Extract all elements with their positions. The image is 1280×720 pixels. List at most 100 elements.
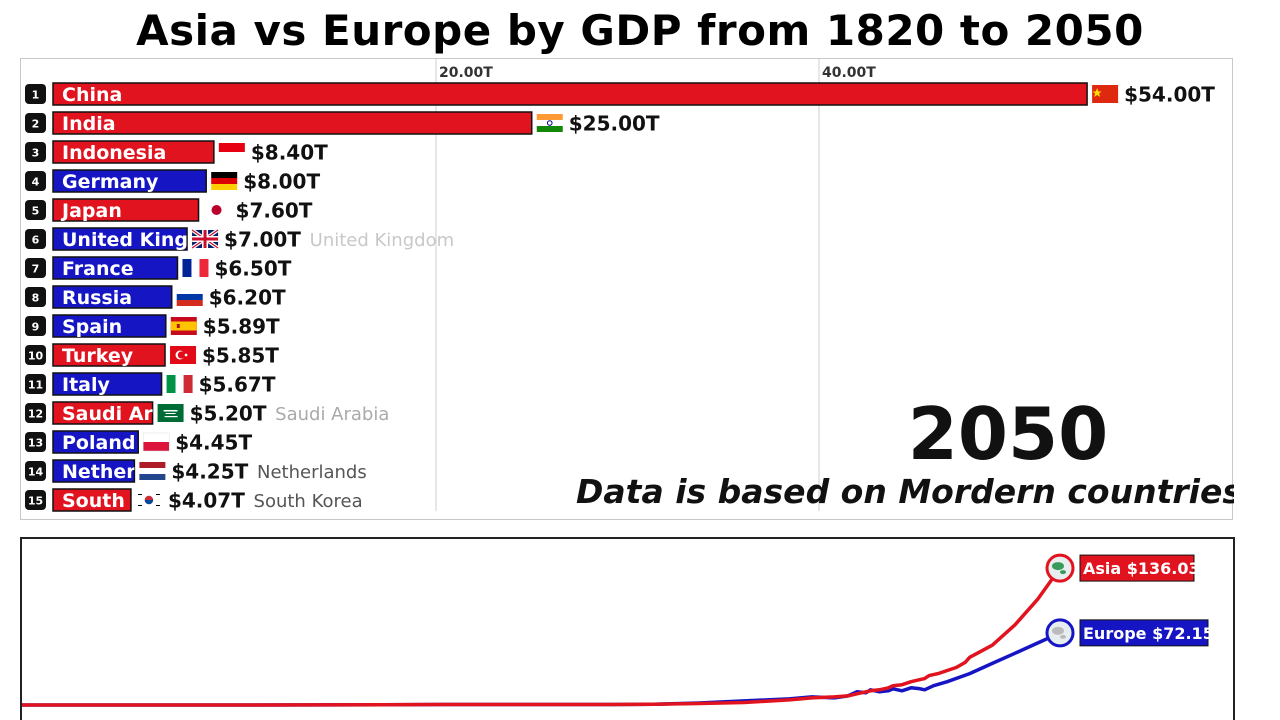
bar-row: 11 Italy $5.67T (25, 372, 276, 397)
bar-row: 14 Netherlands$4.25T Netherlands (25, 459, 367, 484)
value-label: $8.40T (251, 141, 328, 165)
value-label: $7.00T (224, 228, 301, 252)
rank-number: 2 (32, 118, 40, 131)
rank-badge (25, 316, 46, 336)
spain-flag (170, 317, 197, 335)
country-label: United Kingdom (62, 229, 234, 251)
country-label: Netherlands (62, 461, 193, 483)
country-label: South Korea (62, 490, 194, 512)
rank-number: 7 (32, 263, 40, 276)
country-label: Spain (62, 316, 122, 338)
rank-number: 9 (32, 321, 40, 334)
bar-italy (52, 372, 163, 396)
rank-number: 8 (32, 292, 40, 305)
bar-row: 12 Saudi Arabia$5.20T Saudi Arabia (25, 401, 389, 426)
bar-row: 9 Spain $5.89T (25, 314, 280, 339)
country-side-label: South Korea (254, 491, 363, 512)
gdp-line-chart: Asia $136.03T Europe $72.15T (22, 553, 1225, 707)
country-side-label: United Kingdom (310, 230, 454, 251)
line-asia (22, 567, 1062, 707)
rank-number: 10 (28, 350, 44, 363)
rank-badge (25, 142, 46, 162)
turkey-flag (170, 346, 197, 364)
country-label: Germany (62, 171, 159, 193)
bar-poland (52, 430, 139, 454)
value-label: $5.20T (190, 402, 267, 426)
rank-badge (25, 345, 46, 365)
rank-badge (25, 374, 46, 394)
value-label: $54.00T (1124, 83, 1215, 107)
series-end-label-box (1079, 619, 1209, 647)
country-label: China (62, 84, 122, 106)
rank-badge (25, 113, 46, 133)
bar-row: 4 Germany $8.00T (25, 169, 320, 194)
bar-row: 3 Indonesia $8.40T (25, 140, 328, 165)
rank-number: 12 (28, 408, 43, 421)
line-europe (22, 631, 1061, 707)
rank-number: 13 (28, 437, 43, 450)
bar-race-chart: 20.00T 40.00T 1 China $54.00T 2 India $25.00T 3 I… (25, 59, 1242, 513)
japan-flag (203, 201, 230, 219)
bar-row: 2 India $25.00T (25, 111, 660, 136)
country-label: India (62, 113, 116, 135)
rank-number: 5 (32, 205, 40, 218)
rank-number: 1 (32, 89, 40, 102)
series-end-label: Europe $72.15T (1083, 624, 1225, 643)
rank-badge (25, 432, 46, 452)
bar-japan (52, 198, 200, 222)
country-label: Japan (60, 200, 122, 222)
country-side-label: Saudi Arabia (275, 404, 389, 425)
country-label: Russia (62, 287, 132, 309)
value-label: $6.50T (214, 257, 291, 281)
country-label: Saudi Arabia (62, 403, 199, 425)
value-label: $4.25T (171, 460, 248, 484)
bar-row: 13 Poland $4.45T (25, 430, 252, 455)
uk-flag (191, 228, 220, 250)
rank-number: 15 (28, 495, 43, 508)
value-label: $5.67T (199, 373, 276, 397)
russia-flag (176, 288, 203, 306)
rank-badge (25, 84, 46, 104)
value-label: $5.89T (203, 315, 280, 339)
italy-flag (166, 375, 193, 393)
europe-globe-icon (1045, 618, 1075, 648)
bar-row: 8 Russia $6.20T (25, 285, 286, 310)
rank-badge (25, 403, 46, 423)
rank-number: 4 (32, 176, 40, 189)
bar-row: 6 United Kingdom$7.00T United Kingdom (25, 227, 454, 252)
bar-row: 15 South Korea$4.07T South Korea (25, 488, 363, 513)
bar-row: 1 China $54.00T (25, 82, 1215, 107)
country-side-label: Netherlands (257, 462, 367, 483)
bar-indonesia (52, 140, 215, 164)
series-end-label: Asia $136.03T (1083, 559, 1211, 578)
bar-germany (52, 169, 207, 193)
rank-number: 3 (32, 147, 40, 160)
x-tick-label: 40.00T (822, 65, 876, 81)
bar-india (52, 111, 533, 135)
poland-flag (142, 432, 170, 452)
value-label: $5.85T (202, 344, 279, 368)
rank-badge (25, 229, 46, 249)
country-label: Turkey (62, 345, 134, 367)
bar-south-korea (52, 488, 132, 512)
value-label: $8.00T (243, 170, 320, 194)
bar-row: 10 Turkey $5.85T (25, 343, 279, 368)
value-label: $4.07T (168, 489, 245, 513)
year-label: 2050 (908, 392, 1108, 476)
china-flag (1092, 85, 1119, 103)
asia-globe-icon (1045, 553, 1075, 583)
rank-badge (25, 461, 46, 481)
rank-badge (25, 200, 46, 220)
data-note: Data is based on Mordern countries (576, 472, 1234, 511)
value-label: $4.45T (175, 431, 252, 455)
bar-spain (52, 314, 167, 338)
india-flag (536, 114, 563, 132)
rank-number: 14 (28, 466, 44, 479)
south-korea-flag (135, 491, 162, 509)
country-label: France (62, 258, 134, 280)
bar-row: 5 Japan $7.60T (25, 198, 313, 223)
saudi-arabia-flag (157, 404, 184, 422)
bar-row: 7 France $6.50T (25, 256, 292, 281)
rank-number: 6 (32, 234, 40, 247)
country-label: Poland (62, 432, 135, 454)
